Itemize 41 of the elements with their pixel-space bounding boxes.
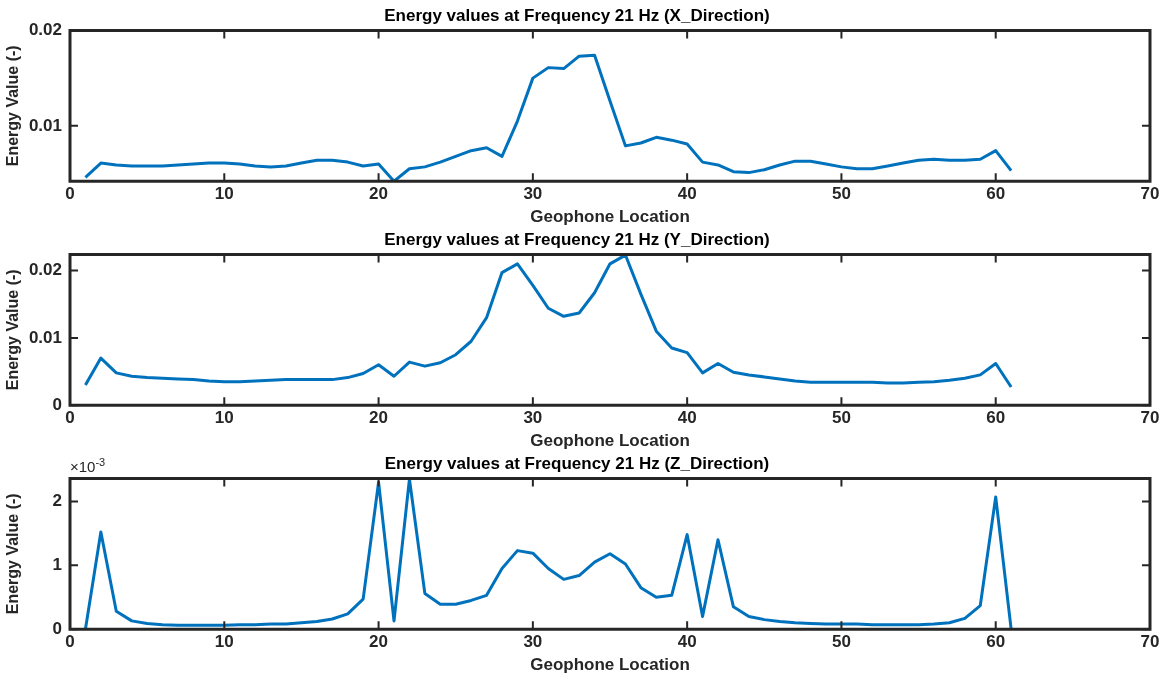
x-tick-label: 60	[986, 632, 1006, 652]
x-tick-label: 50	[831, 632, 851, 652]
x-tick-label: 40	[677, 632, 697, 652]
x-tick-label: 10	[214, 408, 234, 428]
x-tick-label: 20	[369, 184, 389, 204]
x-tick-label: 50	[831, 184, 851, 204]
x-tick-label: 0	[65, 632, 75, 652]
y-tick-label: 1	[52, 554, 62, 574]
x-tick-label: 70	[1140, 408, 1160, 428]
x-tick-label: 40	[677, 408, 697, 428]
x-axis-title: Geophone Location	[530, 207, 690, 227]
x-tick-label: 0	[65, 184, 75, 204]
x-tick-label: 50	[831, 408, 851, 428]
x-tick-label: 0	[65, 408, 75, 428]
y-tick-label: 0.02	[28, 20, 62, 40]
chart-title: Energy values at Frequency 21 Hz (X_Direction)	[384, 5, 770, 25]
x-tick-label: 70	[1140, 184, 1160, 204]
chart-title: Energy values at Frequency 21 Hz (Z_Direction)	[384, 453, 770, 473]
y-axis-title: Energy Value (-)	[4, 493, 22, 615]
x-axis-title: Geophone Location	[530, 431, 690, 451]
y-axis-title: Energy Value (-)	[4, 45, 22, 167]
chart-title: Energy values at Frequency 21 Hz (Y_Direction)	[384, 229, 770, 249]
x-tick-label: 60	[986, 408, 1006, 428]
x-tick-label: 30	[523, 632, 543, 652]
x-tick-label: 70	[1140, 632, 1160, 652]
x-tick-label: 40	[677, 184, 697, 204]
x-tick-label: 30	[523, 408, 543, 428]
x-tick-label: 60	[986, 184, 1006, 204]
y-tick-label: 2	[52, 491, 62, 511]
y-tick-label: 0.01	[28, 115, 62, 135]
x-tick-label: 20	[369, 408, 389, 428]
x-tick-label: 20	[369, 632, 389, 652]
x-tick-label: 30	[523, 184, 543, 204]
y-axis-title: Energy Value (-)	[4, 269, 22, 391]
x-tick-label: 10	[214, 184, 234, 204]
y-tick-label: 0	[52, 394, 62, 414]
x-axis-title: Geophone Location	[530, 655, 690, 675]
y-tick-label: 0.01	[28, 327, 62, 347]
y-tick-label: 0.02	[28, 260, 62, 280]
y-tick-label: 0	[52, 618, 62, 638]
x-tick-label: 10	[214, 632, 234, 652]
